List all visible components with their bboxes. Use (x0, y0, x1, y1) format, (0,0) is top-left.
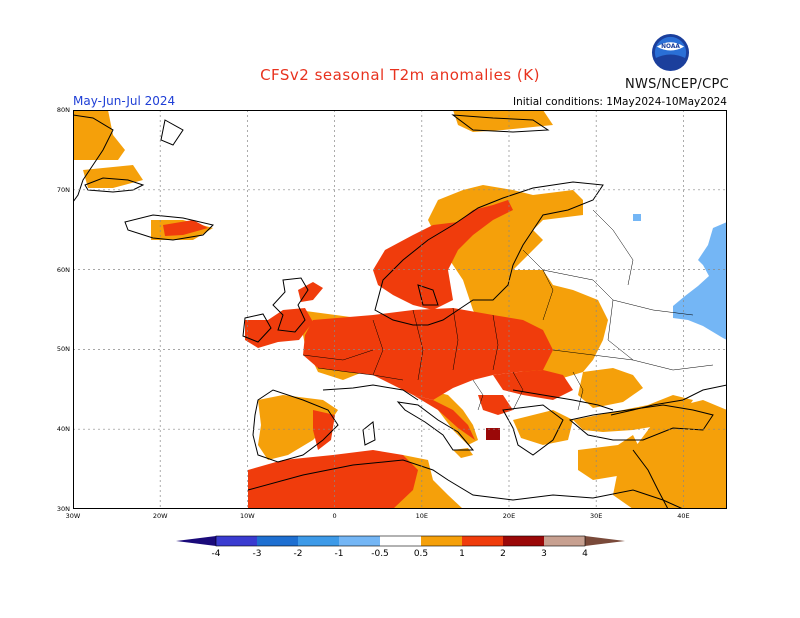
forecast-period: May-Jun-Jul 2024 (73, 94, 176, 108)
colorbar-swatch (462, 536, 503, 546)
very-strong-warm-anomaly-region (486, 428, 500, 440)
map-title: CFSv2 seasonal T2m anomalies (K) (260, 66, 540, 84)
lon-label: 10W (240, 512, 255, 520)
lat-label: 70N (56, 185, 70, 194)
colorbar-label: -4 (212, 549, 221, 559)
coastlines (72, 114, 728, 510)
colorbar-label: -3 (253, 549, 262, 559)
colorbar-label: 0.5 (414, 549, 428, 559)
lat-label: 60N (56, 265, 70, 274)
noaa-logo-icon: NOAA (651, 33, 690, 72)
colorbar: -4 -3 -2 -1 -0.5 0.5 1 2 3 4 (176, 535, 625, 559)
colorbar-swatch (339, 536, 380, 546)
lon-label: 30E (589, 512, 603, 520)
lat-label: 50N (56, 345, 70, 354)
map-panel (72, 110, 728, 510)
lat-label: 40N (56, 425, 70, 434)
colorbar-label: -1 (335, 549, 344, 559)
strong-warm-anomaly-region (163, 200, 573, 509)
agency-label: NWS/NCEP/CPC (624, 77, 729, 92)
lon-label: 10E (415, 512, 428, 520)
colorbar-swatch (298, 536, 339, 546)
colorbar-swatch (216, 536, 257, 546)
colorbar-labels: -4 -3 -2 -1 -0.5 0.5 1 2 3 4 (212, 549, 589, 559)
lat-label: 30N (56, 505, 70, 513)
colorbar-swatch (544, 536, 585, 546)
map-frame (73, 110, 727, 509)
negative-anomaly-region (633, 214, 727, 340)
colorbar-label: 3 (541, 549, 547, 559)
svg-text:NOAA: NOAA (661, 44, 680, 50)
lon-label: 30W (65, 512, 81, 520)
lon-label: 40E (677, 512, 690, 520)
colorbar-left-arrow (176, 536, 216, 546)
lon-label: 20W (152, 512, 168, 520)
lat-label: 80N (56, 106, 70, 114)
colorbar-swatch (257, 536, 298, 546)
ocean-background (73, 110, 727, 509)
colorbar-right-arrow (585, 536, 625, 546)
lon-label: 0 (332, 512, 337, 520)
country-borders (302, 209, 714, 411)
colorbar-swatch (503, 536, 544, 546)
graticule (73, 110, 727, 509)
colorbar-label: -2 (294, 549, 303, 559)
colorbar-label: 2 (500, 549, 506, 559)
colorbar-swatch (421, 536, 462, 546)
anomaly-map (72, 110, 728, 510)
colorbar-label: 1 (459, 549, 465, 559)
initial-conditions: Initial conditions: 1May2024-10May2024 (513, 96, 727, 108)
colorbar-label: 4 (582, 549, 588, 559)
lon-label: 20E (502, 512, 516, 520)
colorbar-swatch (380, 536, 421, 546)
colorbar-label: -0.5 (371, 549, 389, 559)
